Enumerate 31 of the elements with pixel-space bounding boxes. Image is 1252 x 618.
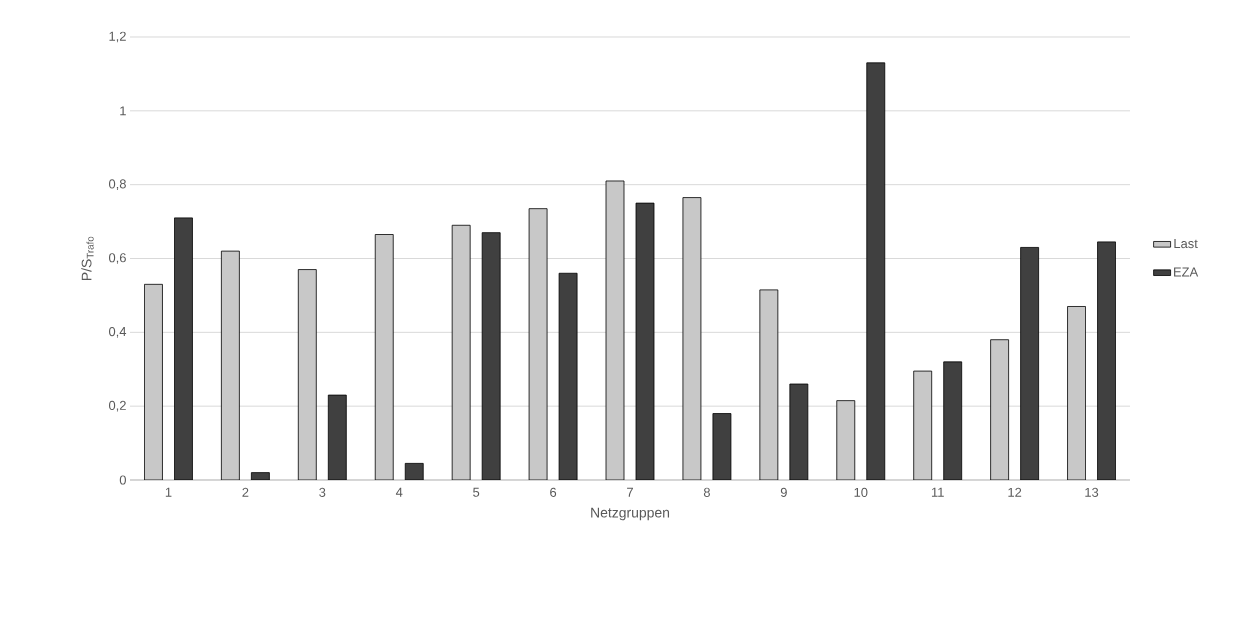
x-tick-label: 13: [1085, 487, 1099, 497]
x-tick-label: 6: [550, 487, 557, 497]
x-tick-label: 7: [627, 487, 633, 497]
bar: [943, 361, 963, 480]
y-tick-label: 0,2: [108, 400, 126, 412]
x-tick-label: 8: [703, 487, 710, 497]
x-tick-label: 9: [780, 487, 787, 497]
bar: [1020, 247, 1040, 480]
y-tick-label: 0: [119, 475, 126, 485]
x-tick-label: 2: [242, 487, 249, 497]
bar: [866, 62, 886, 480]
y-axis-title: P/S$_{Trafo}$: [81, 236, 94, 281]
bar: [174, 217, 193, 480]
y-tick-label: 0,4: [108, 326, 127, 338]
y-tick-label: 0,8: [108, 179, 126, 191]
x-tick-label: 10: [854, 487, 868, 497]
bar: [481, 232, 501, 480]
x-tick-label: 5: [473, 487, 480, 497]
x-tick-label: 1: [165, 487, 172, 497]
bar: [327, 394, 347, 480]
x-tick-label: 3: [319, 487, 326, 497]
bar: [1097, 241, 1116, 480]
x-tick-label: 12: [1008, 487, 1022, 497]
x-axis-title: Netzgruppen: [591, 507, 670, 521]
x-tick-label: 4: [395, 487, 403, 497]
legend-label: Last: [1174, 239, 1198, 249]
y-tick-label: 1,2: [109, 31, 126, 43]
x-tick-label: 11: [931, 487, 944, 497]
legend-label: EZA: [1174, 267, 1199, 277]
y-tick-label: 0,6: [108, 253, 126, 264]
y-tick-label: 1: [120, 106, 126, 116]
